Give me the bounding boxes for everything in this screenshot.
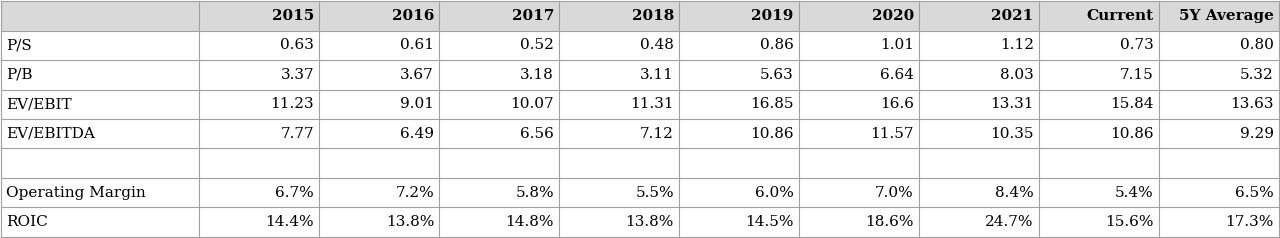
Text: 8.03: 8.03 bbox=[1000, 68, 1034, 82]
Text: 7.77: 7.77 bbox=[280, 127, 314, 141]
Bar bbox=[1, 89, 1279, 119]
Text: 1.12: 1.12 bbox=[1000, 39, 1034, 53]
Text: Operating Margin: Operating Margin bbox=[6, 185, 146, 199]
Bar bbox=[1, 178, 1279, 207]
Text: 15.6%: 15.6% bbox=[1105, 215, 1153, 229]
Text: 15.84: 15.84 bbox=[1110, 97, 1153, 111]
Bar bbox=[1, 149, 1279, 178]
Bar bbox=[1, 60, 1279, 89]
Text: 3.11: 3.11 bbox=[640, 68, 673, 82]
Text: 2016: 2016 bbox=[392, 9, 434, 23]
Text: 6.49: 6.49 bbox=[401, 127, 434, 141]
Text: 13.8%: 13.8% bbox=[385, 215, 434, 229]
Text: 2020: 2020 bbox=[872, 9, 914, 23]
Text: 7.0%: 7.0% bbox=[876, 185, 914, 199]
Text: 7.15: 7.15 bbox=[1120, 68, 1153, 82]
Text: 5Y Average: 5Y Average bbox=[1179, 9, 1274, 23]
Text: 2018: 2018 bbox=[631, 9, 673, 23]
Text: 10.86: 10.86 bbox=[1110, 127, 1153, 141]
Text: 10.35: 10.35 bbox=[991, 127, 1034, 141]
Text: 0.73: 0.73 bbox=[1120, 39, 1153, 53]
Text: 16.6: 16.6 bbox=[879, 97, 914, 111]
Text: 5.8%: 5.8% bbox=[516, 185, 554, 199]
Text: 0.63: 0.63 bbox=[280, 39, 314, 53]
Text: EV/EBIT: EV/EBIT bbox=[6, 97, 72, 111]
Text: 5.32: 5.32 bbox=[1240, 68, 1274, 82]
Text: 14.8%: 14.8% bbox=[506, 215, 554, 229]
Text: 7.2%: 7.2% bbox=[396, 185, 434, 199]
Text: 18.6%: 18.6% bbox=[865, 215, 914, 229]
Text: 10.86: 10.86 bbox=[750, 127, 794, 141]
Text: 11.31: 11.31 bbox=[630, 97, 673, 111]
Text: 10.07: 10.07 bbox=[511, 97, 554, 111]
Text: 2017: 2017 bbox=[512, 9, 554, 23]
Text: 6.7%: 6.7% bbox=[275, 185, 314, 199]
Text: 13.63: 13.63 bbox=[1230, 97, 1274, 111]
Text: P/B: P/B bbox=[6, 68, 33, 82]
Text: 11.23: 11.23 bbox=[270, 97, 314, 111]
Text: 7.12: 7.12 bbox=[640, 127, 673, 141]
Text: 5.63: 5.63 bbox=[760, 68, 794, 82]
Text: 16.85: 16.85 bbox=[750, 97, 794, 111]
Text: 6.5%: 6.5% bbox=[1235, 185, 1274, 199]
Text: 2021: 2021 bbox=[992, 9, 1034, 23]
Bar bbox=[1, 119, 1279, 149]
Bar bbox=[1, 31, 1279, 60]
Text: 6.64: 6.64 bbox=[879, 68, 914, 82]
Text: 0.61: 0.61 bbox=[401, 39, 434, 53]
Text: 3.18: 3.18 bbox=[520, 68, 554, 82]
Text: 0.86: 0.86 bbox=[760, 39, 794, 53]
Text: 9.29: 9.29 bbox=[1239, 127, 1274, 141]
Text: 9.01: 9.01 bbox=[401, 97, 434, 111]
Text: 0.48: 0.48 bbox=[640, 39, 673, 53]
Text: 5.4%: 5.4% bbox=[1115, 185, 1153, 199]
Text: EV/EBITDA: EV/EBITDA bbox=[6, 127, 96, 141]
Text: 2015: 2015 bbox=[271, 9, 314, 23]
Text: Current: Current bbox=[1087, 9, 1153, 23]
Bar bbox=[1, 207, 1279, 237]
Text: P/S: P/S bbox=[6, 39, 32, 53]
Text: 0.52: 0.52 bbox=[520, 39, 554, 53]
Text: 5.5%: 5.5% bbox=[635, 185, 673, 199]
Text: 6.56: 6.56 bbox=[520, 127, 554, 141]
Text: 3.67: 3.67 bbox=[401, 68, 434, 82]
Text: 13.8%: 13.8% bbox=[626, 215, 673, 229]
Text: 14.4%: 14.4% bbox=[265, 215, 314, 229]
Text: 1.01: 1.01 bbox=[879, 39, 914, 53]
Text: 11.57: 11.57 bbox=[870, 127, 914, 141]
Text: 3.37: 3.37 bbox=[280, 68, 314, 82]
Text: 0.80: 0.80 bbox=[1239, 39, 1274, 53]
Text: 2019: 2019 bbox=[751, 9, 794, 23]
Text: 8.4%: 8.4% bbox=[995, 185, 1034, 199]
Text: 14.5%: 14.5% bbox=[745, 215, 794, 229]
Text: 6.0%: 6.0% bbox=[755, 185, 794, 199]
Bar bbox=[1, 1, 1279, 31]
Text: ROIC: ROIC bbox=[6, 215, 49, 229]
Text: 13.31: 13.31 bbox=[991, 97, 1034, 111]
Text: 24.7%: 24.7% bbox=[986, 215, 1034, 229]
Text: 17.3%: 17.3% bbox=[1225, 215, 1274, 229]
